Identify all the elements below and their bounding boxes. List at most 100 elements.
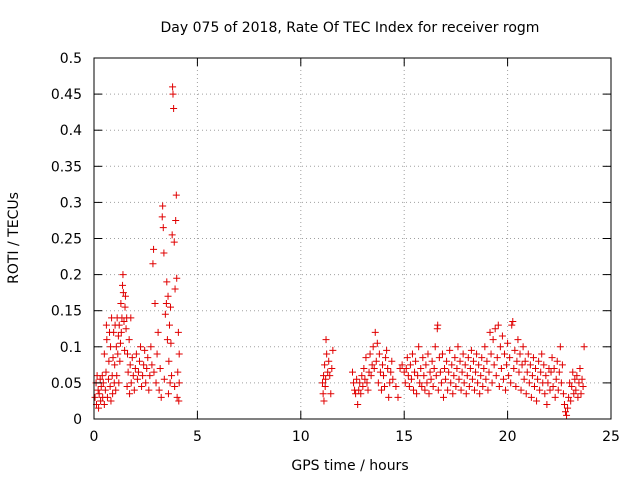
data-point bbox=[552, 375, 560, 383]
data-point bbox=[130, 386, 138, 394]
data-point bbox=[325, 357, 333, 365]
data-point bbox=[394, 393, 402, 401]
data-point bbox=[170, 238, 178, 246]
data-point bbox=[574, 393, 582, 401]
data-point bbox=[504, 339, 512, 347]
data-point bbox=[367, 372, 375, 380]
data-point bbox=[365, 368, 373, 376]
data-point bbox=[491, 325, 499, 333]
data-point bbox=[546, 386, 554, 394]
data-point bbox=[100, 350, 108, 358]
data-point bbox=[475, 361, 483, 369]
data-point bbox=[473, 350, 481, 358]
data-point bbox=[459, 350, 467, 358]
data-point bbox=[114, 332, 122, 340]
data-point bbox=[423, 379, 431, 387]
data-point bbox=[472, 368, 480, 376]
data-point bbox=[543, 401, 551, 409]
data-point bbox=[174, 328, 182, 336]
data-point bbox=[103, 393, 111, 401]
data-point bbox=[401, 379, 409, 387]
data-point bbox=[135, 357, 143, 365]
data-point bbox=[555, 368, 563, 376]
data-point bbox=[434, 321, 442, 329]
data-point bbox=[375, 350, 383, 358]
data-point bbox=[441, 364, 449, 372]
data-point bbox=[497, 364, 505, 372]
data-point bbox=[489, 336, 497, 344]
data-point bbox=[324, 368, 332, 376]
data-point bbox=[562, 408, 570, 416]
data-point bbox=[131, 364, 139, 372]
data-point bbox=[141, 346, 149, 354]
x-tick-label: 20 bbox=[499, 429, 517, 445]
data-point bbox=[95, 390, 103, 398]
data-point bbox=[419, 354, 427, 362]
data-point bbox=[524, 350, 532, 358]
data-point bbox=[357, 390, 365, 398]
data-point bbox=[443, 357, 451, 365]
data-point bbox=[566, 379, 574, 387]
data-point bbox=[517, 386, 525, 394]
data-point bbox=[96, 375, 104, 383]
data-point bbox=[383, 346, 391, 354]
data-point bbox=[563, 411, 571, 419]
data-point bbox=[462, 390, 470, 398]
data-point bbox=[404, 372, 412, 380]
data-point bbox=[91, 393, 99, 401]
data-point bbox=[457, 386, 465, 394]
data-point bbox=[355, 386, 363, 394]
data-point bbox=[437, 379, 445, 387]
data-point bbox=[164, 292, 172, 300]
data-point bbox=[416, 379, 424, 387]
data-point bbox=[567, 397, 575, 405]
data-point bbox=[364, 386, 372, 394]
data-point bbox=[370, 364, 378, 372]
data-point bbox=[126, 390, 134, 398]
data-point bbox=[499, 375, 507, 383]
data-point bbox=[569, 368, 577, 376]
data-point bbox=[451, 354, 459, 362]
data-point bbox=[422, 361, 430, 369]
data-point bbox=[560, 401, 568, 409]
data-point bbox=[549, 383, 557, 391]
data-point bbox=[105, 357, 113, 365]
data-point bbox=[123, 383, 131, 391]
data-point bbox=[474, 379, 482, 387]
data-point bbox=[103, 336, 111, 344]
data-point bbox=[122, 325, 130, 333]
data-point bbox=[373, 339, 381, 347]
y-tick-label: 0.15 bbox=[51, 304, 82, 320]
data-point bbox=[577, 390, 585, 398]
data-point bbox=[481, 343, 489, 351]
data-point bbox=[150, 245, 158, 253]
data-point bbox=[509, 318, 517, 326]
data-point bbox=[434, 386, 442, 394]
data-point bbox=[175, 397, 183, 405]
data-point bbox=[158, 213, 166, 221]
y-axis-title: ROTI / TECUs bbox=[6, 192, 22, 284]
data-point bbox=[148, 361, 156, 369]
data-point bbox=[413, 390, 421, 398]
data-point bbox=[468, 375, 476, 383]
y-tick-label: 0.2 bbox=[60, 268, 82, 284]
data-point bbox=[471, 386, 479, 394]
data-point bbox=[477, 372, 485, 380]
data-point bbox=[512, 383, 520, 391]
data-point bbox=[431, 343, 439, 351]
data-point bbox=[385, 393, 393, 401]
data-point bbox=[482, 375, 490, 383]
data-point bbox=[121, 303, 129, 311]
data-point bbox=[132, 350, 140, 358]
data-point bbox=[402, 364, 410, 372]
data-point bbox=[323, 350, 331, 358]
data-point bbox=[326, 372, 334, 380]
data-point bbox=[372, 357, 380, 365]
data-point bbox=[526, 361, 534, 369]
data-point bbox=[97, 383, 105, 391]
x-tick-label: 5 bbox=[193, 429, 202, 445]
data-point bbox=[167, 303, 175, 311]
data-point bbox=[369, 343, 377, 351]
data-point bbox=[525, 379, 533, 387]
